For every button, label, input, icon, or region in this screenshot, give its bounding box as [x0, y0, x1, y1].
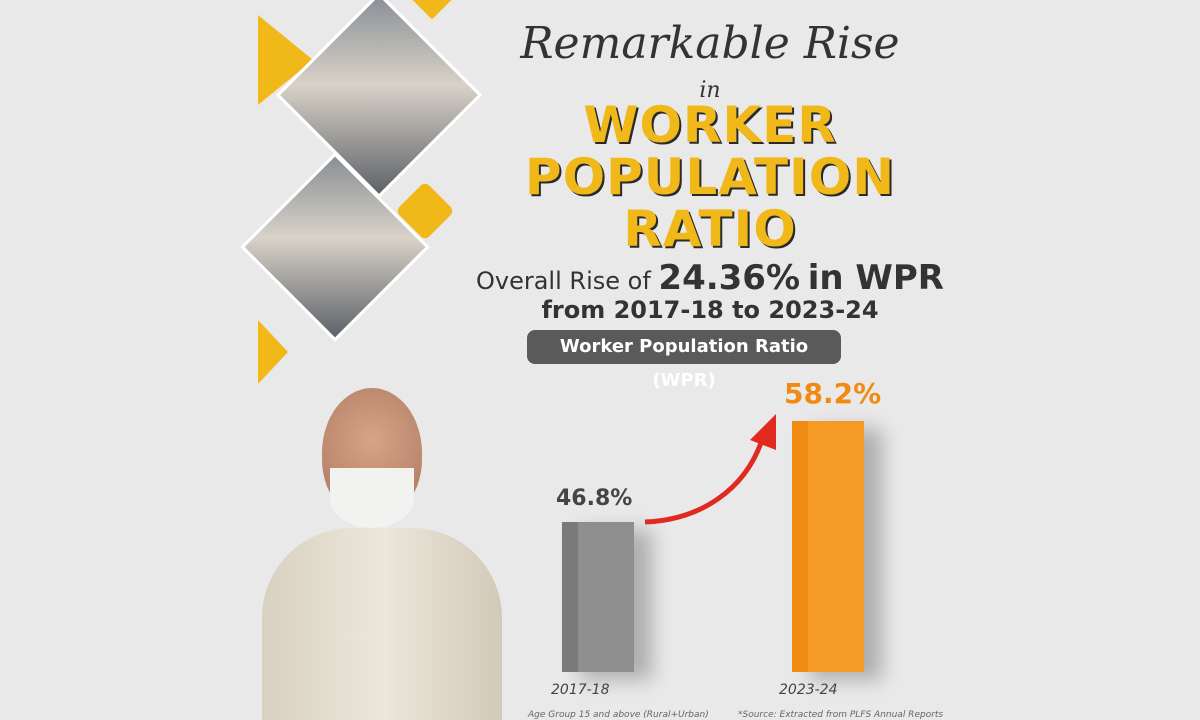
- title-line-3: RATIO: [623, 200, 797, 258]
- category-label-2017-18: 2017-18: [551, 682, 610, 698]
- portrait-photo: [262, 388, 502, 720]
- value-label-2017-18: 46.8%: [556, 486, 633, 512]
- footnote-source: *Source: Extracted from PLFS Annual Repo…: [738, 710, 944, 720]
- rise-arrow-icon: [644, 414, 776, 525]
- yellow-diamond: [406, 0, 458, 20]
- subtitle-value: 24.36%: [658, 258, 801, 298]
- footnote-age-group: Age Group 15 and above (Rural+Urban): [528, 710, 709, 720]
- title-script: Remarkable Rise: [520, 18, 900, 69]
- category-label-2023-24: 2023-24: [779, 682, 838, 698]
- title-connector: in: [699, 78, 721, 103]
- subtitle-suffix: in WPR: [807, 258, 944, 298]
- yellow-triangle-bottom: [258, 320, 288, 384]
- bar-2017-18: [562, 522, 634, 672]
- title-line-1: WORKER: [583, 96, 837, 154]
- chart-title-pill: Worker Population Ratio (WPR): [527, 330, 841, 391]
- value-label-2023-24: 58.2%: [784, 377, 882, 411]
- office-workers-photo: [240, 152, 430, 342]
- subtitle-line-2: from 2017-18 to 2023-24: [541, 296, 879, 324]
- bar-2023-24: [792, 421, 864, 672]
- subtitle-line-1: Overall Rise of 24.36% in WPR: [470, 258, 950, 298]
- subtitle-prefix: Overall Rise of: [476, 267, 651, 295]
- title-line-2: POPULATION: [524, 148, 896, 206]
